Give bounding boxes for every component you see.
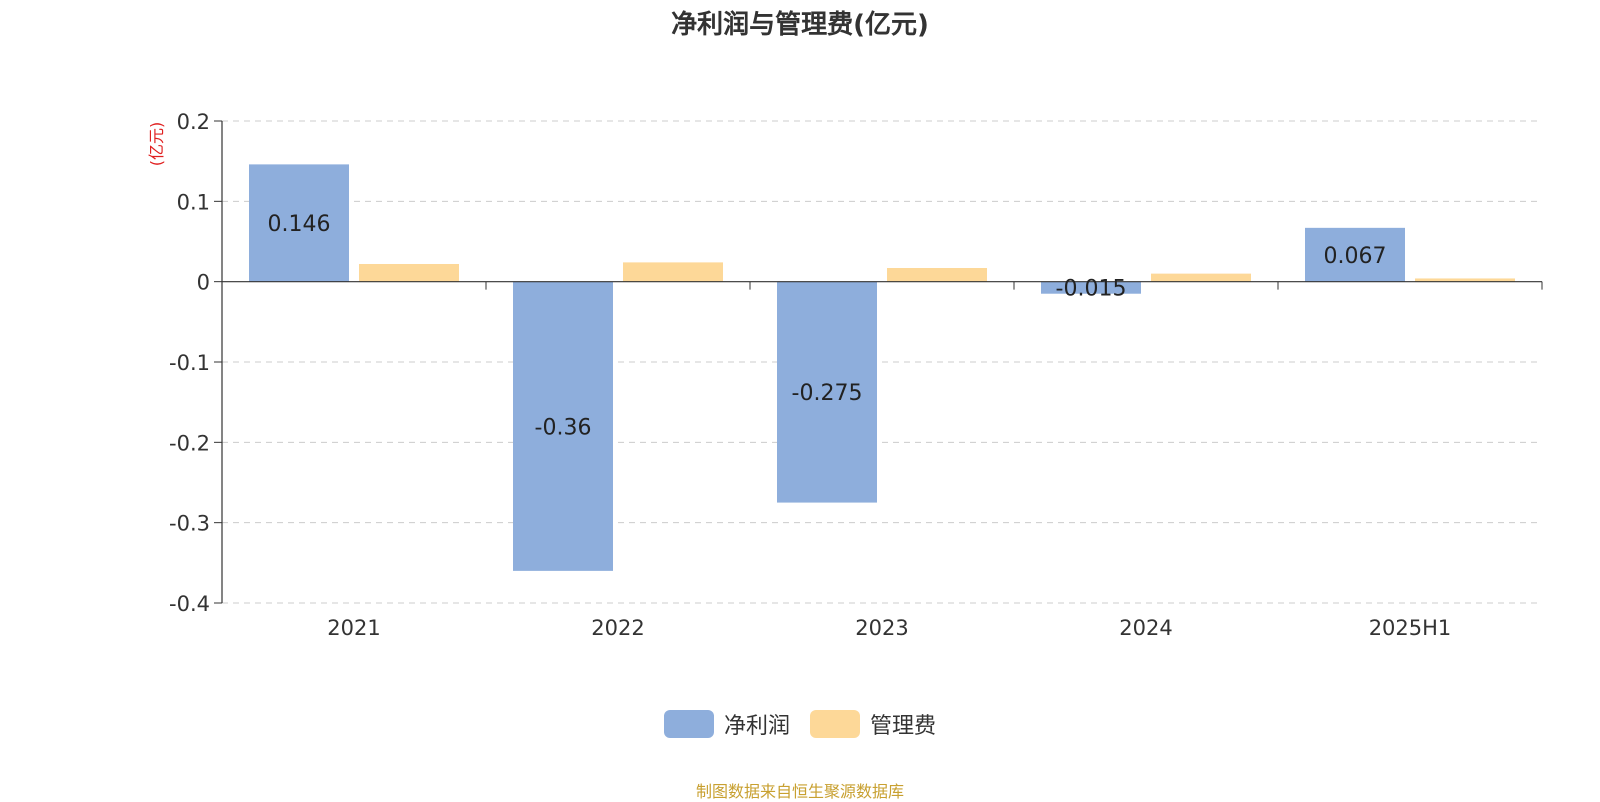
bar-net-profit [249,164,349,282]
bar-net-profit [777,281,877,503]
legend-label: 净利润 [723,714,790,739]
legend-item[interactable]: 净利润 [663,708,790,740]
y-axis-unit-label: (亿元) [147,122,166,167]
chart-title: 净利润与管理费(亿元) [671,10,929,40]
bar-net-profit [1041,281,1141,294]
data-label: 0.146 [268,212,331,237]
bar-admin-fee [1151,273,1251,282]
bar-admin-fee [887,268,987,282]
y-tick-label: 0 [197,271,210,295]
x-tick-label: 2021 [327,616,380,640]
bar-admin-fee [1415,278,1515,282]
x-tick-label: 2025H1 [1369,616,1452,640]
data-label: -0.275 [792,381,863,406]
legend-swatch [663,710,714,738]
bar-net-profit [513,281,613,571]
data-label: 0.067 [1324,244,1387,269]
y-tick-label: -0.2 [169,431,210,455]
grid-lines [222,120,1542,604]
data-label: -0.36 [535,415,592,440]
legend-item[interactable]: 管理费 [810,708,936,740]
x-tick-label: 2022 [591,616,644,640]
y-tick-label: 0.2 [177,110,210,134]
legend-label: 管理费 [870,714,937,739]
legend: 净利润 管理费 [0,708,1600,740]
bar-net-profit [1305,227,1405,282]
source-note: 制图数据来自恒生聚源数据库 [695,782,904,801]
axes: 0.2 0.1 0 -0.1 -0.2 -0.3 -0.4 2021 2022 2023 2024 2… [169,110,1543,640]
x-tick-label: 2024 [1119,616,1172,640]
y-tick-label: -0.1 [169,351,210,375]
x-tick-label: 2023 [855,616,908,640]
bar-admin-fee [359,263,459,282]
y-tick-label: -0.3 [169,512,210,536]
bars [249,164,1515,571]
legend-swatch [810,710,860,738]
bar-chart: 0.2 0.1 0 -0.1 -0.2 -0.3 -0.4 2021 2022 2023 2024 2… [147,110,1543,640]
bar-admin-fee [623,262,723,282]
data-label: -0.015 [1056,277,1127,302]
y-tick-label: 0.1 [177,190,210,214]
data-labels: 0.146 -0.36 -0.275 -0.015 0.067 [268,212,1387,440]
y-tick-label: -0.4 [169,592,210,616]
